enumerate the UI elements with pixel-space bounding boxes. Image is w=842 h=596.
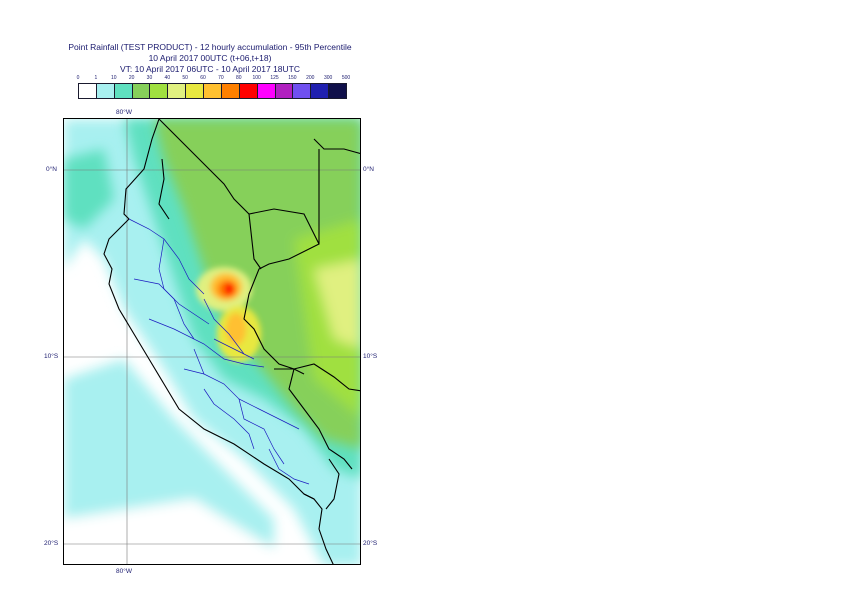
legend-threshold-label: 60 bbox=[200, 75, 206, 81]
legend-swatch bbox=[149, 83, 169, 99]
legend-swatch bbox=[328, 83, 347, 99]
legend-threshold-label: 500 bbox=[341, 75, 351, 81]
chart-title-line-2: 10 April 2017 00UTC (t+06,t+18) bbox=[148, 53, 272, 63]
chart-title-line-3: VT: 10 April 2017 06UTC - 10 April 2017 … bbox=[119, 64, 300, 74]
legend-swatch bbox=[185, 83, 205, 99]
coastline bbox=[103, 119, 315, 500]
region-border bbox=[193, 338, 255, 375]
legend-threshold-label: 1 bbox=[94, 75, 98, 81]
border-ecuador-inland bbox=[158, 158, 170, 220]
border-ecuador-colombia bbox=[158, 119, 320, 375]
region-border bbox=[203, 298, 245, 355]
graticule bbox=[64, 119, 360, 564]
legend-threshold-label: 40 bbox=[164, 75, 171, 81]
legend-threshold-label: 150 bbox=[288, 75, 297, 81]
legend-threshold-label: 300 bbox=[323, 75, 333, 81]
lon-label-80w-bottom: 80°W bbox=[116, 568, 132, 575]
legend-swatch bbox=[238, 83, 258, 99]
legend-threshold-label: 125 bbox=[270, 75, 279, 81]
legend-threshold-label: 0 bbox=[76, 75, 80, 81]
legend-swatch bbox=[310, 83, 330, 99]
region-border bbox=[268, 448, 310, 485]
legend-swatch bbox=[131, 83, 151, 99]
legend-threshold-label: 70 bbox=[218, 75, 224, 81]
chart-title-line-1: Point Rainfall (TEST PRODUCT) - 12 hourl… bbox=[68, 42, 352, 52]
legend-swatch bbox=[113, 83, 133, 99]
legend-threshold-label: 100 bbox=[252, 75, 261, 81]
border-chile bbox=[303, 493, 334, 564]
region-border bbox=[203, 388, 255, 450]
legend-threshold-label: 30 bbox=[146, 75, 153, 81]
lat-label-0n-right: 0°N bbox=[363, 166, 374, 173]
lat-label-0n-left: 0°N bbox=[46, 166, 57, 173]
color-legend: 0 1 10 20 30 40 50 60 70 80 100 125 150 200 300 500 bbox=[76, 75, 350, 103]
legend-threshold-label: 80 bbox=[236, 75, 242, 81]
lat-label-20s-left: 20°S bbox=[44, 540, 59, 547]
legend-threshold-label: 50 bbox=[182, 75, 188, 81]
region-border bbox=[128, 218, 205, 295]
border-segment bbox=[248, 213, 262, 270]
region-border bbox=[238, 398, 285, 465]
legend-swatch bbox=[220, 83, 240, 99]
border-colombia-brazil bbox=[313, 138, 360, 155]
border-bolivia bbox=[325, 458, 340, 510]
legend-swatch bbox=[256, 83, 276, 99]
legend-swatch bbox=[167, 83, 187, 99]
legend-swatch bbox=[274, 83, 294, 99]
legend-threshold-label: 200 bbox=[306, 75, 315, 81]
rainfall-map: 80°W bbox=[63, 118, 361, 565]
legend-swatch bbox=[95, 83, 115, 99]
legend-swatch bbox=[78, 83, 97, 99]
lat-label-10s-left: 10°S bbox=[44, 353, 59, 360]
legend-threshold-label: 20 bbox=[128, 75, 135, 81]
region-border bbox=[148, 318, 265, 368]
country-borders bbox=[103, 119, 360, 564]
rain-field-green bbox=[154, 119, 360, 449]
legend-swatch bbox=[292, 83, 312, 99]
legend-swatch bbox=[203, 83, 222, 99]
lat-label-10s-right: 10°S bbox=[363, 353, 378, 360]
lat-label-20s-right: 20°S bbox=[363, 540, 378, 547]
legend-threshold-label: 10 bbox=[110, 75, 117, 81]
rainfall-map-svg bbox=[64, 119, 360, 564]
lon-label-80w-top: 80°W bbox=[116, 109, 132, 116]
region-border bbox=[133, 278, 195, 340]
border-peru-brazil bbox=[274, 363, 360, 392]
regional-borders bbox=[128, 218, 310, 485]
border-peru-bolivia bbox=[288, 368, 353, 470]
